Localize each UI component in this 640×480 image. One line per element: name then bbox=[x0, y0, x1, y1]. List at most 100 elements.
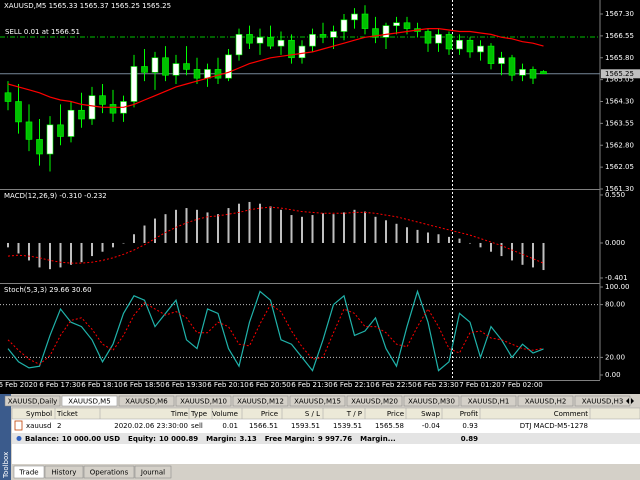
y-tick-label: 1567.30 bbox=[605, 10, 634, 18]
column-header[interactable]: S / L bbox=[305, 410, 320, 418]
bottom-tab[interactable] bbox=[83, 465, 135, 479]
toolbox-label: Toolbox bbox=[2, 452, 10, 479]
x-tick-label: 6 Feb 22:10 bbox=[333, 381, 374, 389]
macd-bar bbox=[532, 242, 534, 268]
table-cell: 1565.58 bbox=[375, 422, 404, 430]
candle-body bbox=[456, 39, 463, 50]
candle-body bbox=[340, 19, 348, 32]
macd-bar bbox=[227, 208, 230, 243]
x-tick-label: 6 Feb 22:50 bbox=[375, 381, 416, 389]
bottom-tab[interactable] bbox=[13, 465, 45, 479]
macd-bar bbox=[80, 242, 83, 263]
summary-value: 9 997.76 bbox=[318, 435, 352, 443]
macd-bar bbox=[469, 242, 471, 244]
symbol-tab[interactable] bbox=[460, 395, 517, 407]
candle-body bbox=[351, 13, 358, 21]
candle-body bbox=[109, 104, 117, 114]
column-header[interactable]: Price bbox=[261, 410, 278, 418]
table-cell: 2020.02.06 23:30:00 bbox=[114, 422, 188, 430]
symbol-tab[interactable] bbox=[118, 395, 175, 407]
macd-bar bbox=[17, 242, 20, 254]
symbol-tab[interactable] bbox=[346, 395, 403, 407]
symbol-tab-label: XAUUSD,M12 bbox=[237, 398, 284, 406]
bottom-tab[interactable] bbox=[134, 465, 172, 479]
symbol-tab-label: XAUUSD,H1 bbox=[468, 398, 510, 406]
symbol-tab[interactable] bbox=[517, 395, 574, 407]
macd-bar bbox=[332, 214, 335, 243]
macd-bar bbox=[301, 216, 303, 243]
y-tick-label: 1563.55 bbox=[605, 119, 634, 127]
bottom-tab[interactable] bbox=[44, 465, 84, 479]
symbol-tab[interactable] bbox=[403, 395, 460, 407]
summary-label: Equity: bbox=[128, 435, 156, 443]
symbol-tab[interactable] bbox=[4, 395, 61, 407]
macd-bar bbox=[206, 212, 209, 243]
x-tick-label: 6 Feb 23:30 bbox=[417, 381, 458, 389]
macd-bar bbox=[70, 242, 72, 265]
bottom-tab-label: Trade bbox=[18, 469, 38, 477]
column-header[interactable]: T / P bbox=[346, 410, 362, 418]
tab-scroll-arrows[interactable] bbox=[626, 398, 634, 404]
toolbox-strip bbox=[0, 394, 11, 480]
symbol-tab-label: XAUUSD,M15 bbox=[294, 398, 341, 406]
y-tick-label: 1562.05 bbox=[605, 163, 634, 171]
column-header[interactable]: Volume bbox=[212, 410, 238, 418]
column-header[interactable]: Symbol bbox=[26, 410, 52, 418]
macd-bar bbox=[542, 242, 545, 271]
symbol-tab[interactable] bbox=[175, 395, 232, 407]
x-tick-label: 6 Feb 18:10 bbox=[81, 381, 122, 389]
macd-bar bbox=[248, 201, 251, 243]
candle-body bbox=[403, 22, 411, 29]
candle-body bbox=[330, 31, 337, 38]
candle-body bbox=[361, 13, 369, 29]
column-header[interactable]: Profit bbox=[460, 410, 479, 418]
symbol-tab[interactable] bbox=[289, 395, 346, 407]
macd-bar bbox=[269, 206, 272, 243]
x-tick-label: 6 Feb 2020 bbox=[0, 381, 38, 389]
panel-title: XAUUSD,M5 1565.33 1565.37 1565.25 1565.2… bbox=[4, 2, 171, 10]
macd-bar bbox=[364, 211, 366, 243]
summary-value: 10 000.89 bbox=[159, 435, 198, 443]
symbol-tab[interactable] bbox=[61, 395, 118, 407]
candle-body bbox=[99, 95, 106, 105]
macd-bar bbox=[238, 203, 240, 243]
candle-body bbox=[25, 121, 33, 140]
macd-bar bbox=[280, 209, 282, 243]
macd-bar bbox=[322, 213, 324, 243]
panel-title: Stoch(5,3,3) 29.66 30.60 bbox=[4, 286, 92, 294]
macd-bar bbox=[28, 242, 30, 261]
chart-background bbox=[0, 0, 640, 394]
macd-bar bbox=[112, 242, 114, 248]
column-header[interactable]: Comment bbox=[554, 410, 589, 418]
macd-bar bbox=[490, 242, 492, 252]
column-header[interactable]: Type bbox=[190, 410, 207, 418]
symbol-tab[interactable] bbox=[232, 395, 289, 407]
bottom-tab-label: History bbox=[52, 469, 77, 477]
candle-body bbox=[498, 57, 505, 64]
candle-body bbox=[540, 71, 547, 75]
y-tick-label: 1562.80 bbox=[605, 141, 634, 149]
table-cell: 0.93 bbox=[462, 422, 478, 430]
candle-body bbox=[46, 124, 54, 155]
macd-bar bbox=[101, 242, 104, 252]
candle-body bbox=[288, 39, 295, 59]
candle-body bbox=[298, 45, 306, 59]
column-header[interactable]: Swap bbox=[421, 410, 440, 418]
table-cell: DTJ MACD-M5-1278 bbox=[520, 422, 588, 430]
macd-bar bbox=[343, 212, 345, 243]
column-header[interactable]: Ticket bbox=[56, 410, 78, 418]
order-label: SELL 0.01 at 1566.51 bbox=[5, 28, 80, 36]
x-tick-label: 6 Feb 19:30 bbox=[165, 381, 206, 389]
column-header[interactable]: Time bbox=[170, 410, 188, 418]
x-tick-label: 7 Feb 01:20 bbox=[459, 381, 500, 389]
macd-bar bbox=[458, 238, 461, 243]
macd-bar bbox=[217, 214, 219, 243]
column-header[interactable]: Price bbox=[387, 410, 404, 418]
macd-bar bbox=[353, 209, 356, 243]
macd-bar bbox=[406, 227, 408, 243]
summary-row bbox=[12, 433, 640, 444]
x-tick-label: 6 Feb 20:50 bbox=[249, 381, 290, 389]
table-cell: sell bbox=[191, 422, 203, 430]
candle-body bbox=[67, 109, 75, 137]
symbol-tab[interactable] bbox=[574, 395, 631, 407]
